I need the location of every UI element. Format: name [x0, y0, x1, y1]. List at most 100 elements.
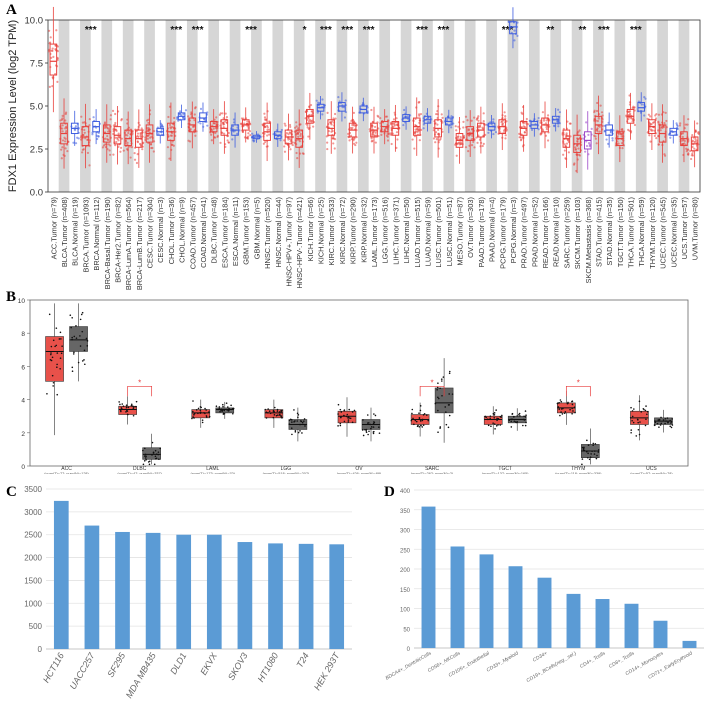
box — [220, 119, 229, 136]
data-point — [54, 47, 57, 51]
data-point — [226, 406, 229, 408]
data-point — [144, 457, 147, 459]
y-tick-label: 4 — [21, 398, 25, 405]
data-point — [136, 134, 139, 138]
data-point — [170, 134, 173, 137]
data-point — [299, 152, 302, 155]
box-group — [593, 95, 604, 155]
data-point — [645, 418, 647, 421]
data-point — [586, 456, 589, 459]
data-point — [504, 134, 507, 137]
data-point — [216, 135, 219, 139]
data-point — [638, 433, 641, 436]
data-point — [52, 339, 55, 342]
bar — [566, 593, 581, 648]
category-label: LUAD.Normal (n=59) — [423, 197, 432, 266]
data-point — [114, 136, 117, 139]
bar — [329, 544, 345, 649]
data-point — [201, 421, 204, 424]
data-point — [665, 420, 667, 422]
data-point — [84, 363, 86, 366]
data-point — [228, 407, 230, 410]
data-point — [657, 143, 660, 146]
y-tick-label: 2500 — [24, 531, 42, 540]
data-point — [299, 430, 301, 432]
data-point — [317, 101, 320, 104]
data-point — [599, 104, 602, 107]
data-point — [654, 420, 656, 422]
group-sublabel: (num(T)=118; num(N)=339) — [555, 472, 602, 474]
data-point — [616, 131, 620, 135]
data-point — [266, 126, 269, 129]
box-group — [304, 92, 316, 140]
data-point — [519, 415, 521, 417]
data-point — [476, 141, 479, 144]
data-point — [373, 413, 375, 415]
data-point — [109, 153, 112, 156]
data-point — [464, 146, 468, 149]
data-point — [636, 418, 639, 421]
data-point — [193, 417, 195, 419]
data-point — [56, 57, 59, 60]
data-point — [337, 403, 340, 406]
data-point — [61, 117, 64, 120]
data-point — [295, 151, 298, 155]
data-point — [441, 394, 443, 397]
data-point — [72, 141, 75, 144]
data-point — [492, 132, 495, 136]
category-label: PAAD.Normal (n=4) — [488, 197, 497, 262]
data-point — [81, 360, 84, 362]
data-point — [611, 137, 614, 140]
data-point — [76, 136, 79, 139]
data-point — [351, 421, 354, 424]
data-point — [593, 450, 596, 452]
data-point — [581, 458, 584, 460]
data-point — [130, 403, 133, 406]
data-point — [347, 132, 350, 135]
data-point — [411, 412, 413, 415]
stripe-band — [272, 20, 284, 192]
group-sublabel: (num(T)=47; num(N)=337) — [117, 472, 162, 474]
data-point — [561, 413, 564, 415]
group-sublabel: (num(T)=173; num(N)=70) — [191, 472, 236, 474]
data-point — [120, 137, 123, 140]
data-point — [630, 431, 632, 434]
data-point — [321, 98, 324, 101]
data-point — [553, 125, 556, 128]
data-point — [524, 416, 527, 418]
data-point — [231, 125, 235, 128]
data-point — [437, 382, 439, 384]
data-point — [696, 122, 699, 125]
data-point — [523, 131, 527, 134]
data-point — [571, 412, 573, 415]
data-point — [434, 141, 437, 144]
data-point — [268, 410, 271, 412]
data-point — [308, 118, 311, 121]
data-point — [567, 151, 570, 154]
stripe-band — [315, 20, 326, 192]
significance-label: *** — [192, 25, 204, 36]
data-point — [395, 131, 399, 134]
data-point — [635, 435, 638, 437]
data-point — [563, 149, 566, 152]
data-point — [364, 428, 366, 431]
data-point — [349, 126, 352, 130]
data-point — [52, 385, 54, 387]
category-label: READ.Tumor (n=166) — [541, 197, 550, 268]
data-point — [571, 403, 574, 406]
data-point — [639, 421, 641, 423]
data-point — [510, 420, 513, 423]
data-point — [609, 130, 613, 133]
data-point — [693, 147, 696, 150]
data-point — [587, 444, 590, 446]
data-point — [512, 415, 515, 418]
data-point — [664, 417, 667, 420]
box-group — [155, 120, 165, 144]
stripe-band — [550, 20, 562, 192]
data-point — [366, 414, 369, 416]
data-point — [142, 463, 145, 466]
data-point — [562, 153, 565, 156]
data-point — [79, 345, 82, 347]
y-tick-label: 10.0 — [25, 16, 44, 27]
data-point — [587, 142, 591, 145]
